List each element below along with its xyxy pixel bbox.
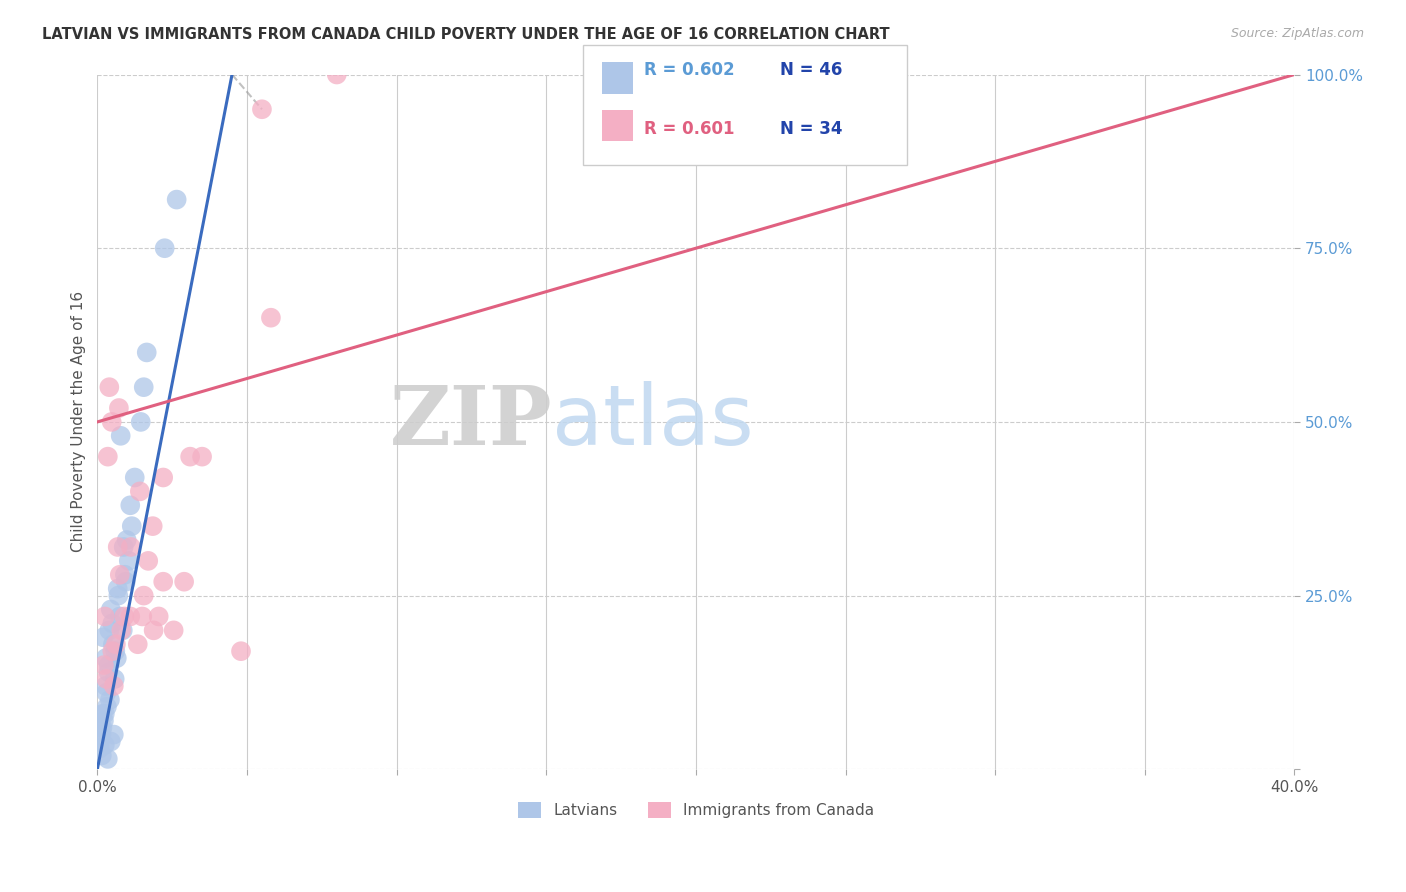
Point: [120, 609, 142, 624]
Point: [114, 574, 136, 589]
Point: [131, 609, 153, 624]
Point: [132, 589, 155, 603]
Point: [97, 665, 120, 679]
Text: ZIP: ZIP: [389, 382, 553, 462]
Point: [91, 630, 114, 644]
Text: LATVIAN VS IMMIGRANTS FROM CANADA CHILD POVERTY UNDER THE AGE OF 16 CORRELATION : LATVIAN VS IMMIGRANTS FROM CANADA CHILD …: [42, 27, 890, 42]
Point: [101, 637, 124, 651]
Point: [108, 567, 131, 582]
Point: [96, 672, 118, 686]
Point: [104, 644, 127, 658]
Point: [129, 415, 152, 429]
Point: [107, 582, 129, 596]
Text: N = 46: N = 46: [780, 61, 842, 78]
Point: [94, 679, 117, 693]
Point: [103, 728, 125, 742]
Point: [114, 567, 136, 582]
Point: [110, 429, 132, 443]
Point: [153, 241, 176, 255]
Text: R = 0.602: R = 0.602: [644, 61, 734, 78]
Point: [98, 624, 121, 638]
Point: [128, 484, 150, 499]
Point: [98, 380, 121, 394]
Y-axis label: Child Poverty Under the Age of 16: Child Poverty Under the Age of 16: [72, 292, 86, 552]
Point: [91, 706, 114, 721]
Point: [110, 624, 132, 638]
Point: [100, 734, 122, 748]
Point: [89, 741, 111, 756]
Point: [104, 672, 127, 686]
Point: [124, 470, 146, 484]
Text: R = 0.601: R = 0.601: [644, 120, 734, 137]
Point: [107, 540, 129, 554]
Point: [111, 624, 134, 638]
Point: [101, 644, 124, 658]
Point: [90, 721, 112, 735]
Point: [90, 748, 112, 763]
Point: [96, 699, 118, 714]
Point: [132, 380, 155, 394]
Point: [179, 450, 201, 464]
Point: [100, 415, 122, 429]
Point: [98, 693, 121, 707]
Point: [108, 401, 131, 415]
Point: [121, 519, 143, 533]
Text: N = 34: N = 34: [780, 120, 842, 137]
Point: [101, 616, 124, 631]
Point: [250, 102, 273, 116]
Point: [105, 651, 128, 665]
Point: [112, 540, 135, 554]
Point: [94, 706, 117, 721]
Point: [118, 554, 141, 568]
Point: [148, 609, 170, 624]
Point: [166, 193, 188, 207]
Text: atlas: atlas: [553, 382, 754, 462]
Point: [100, 602, 122, 616]
Point: [173, 574, 195, 589]
Text: Source: ZipAtlas.com: Source: ZipAtlas.com: [1230, 27, 1364, 40]
Point: [152, 574, 174, 589]
Point: [108, 609, 131, 624]
Point: [97, 658, 120, 673]
Point: [94, 738, 117, 752]
Point: [142, 519, 165, 533]
Point: [103, 679, 125, 693]
Point: [112, 609, 135, 624]
Point: [191, 450, 214, 464]
Point: [326, 68, 349, 82]
Point: [120, 540, 142, 554]
Point: [104, 637, 127, 651]
Point: [142, 624, 165, 638]
Point: [120, 498, 142, 512]
Point: [93, 714, 115, 728]
Point: [94, 651, 117, 665]
Point: [115, 533, 138, 547]
Point: [93, 658, 115, 673]
Point: [163, 624, 186, 638]
Point: [152, 470, 174, 484]
Legend: Latvians, Immigrants from Canada: Latvians, Immigrants from Canada: [512, 796, 880, 824]
Point: [260, 310, 283, 325]
Point: [97, 752, 120, 766]
Point: [107, 589, 129, 603]
Point: [127, 637, 149, 651]
Point: [136, 554, 159, 568]
Point: [97, 450, 120, 464]
Point: [89, 734, 111, 748]
Point: [90, 728, 112, 742]
Point: [96, 686, 118, 700]
Point: [229, 644, 252, 658]
Point: [94, 609, 117, 624]
Point: [91, 721, 114, 735]
Point: [135, 345, 157, 359]
